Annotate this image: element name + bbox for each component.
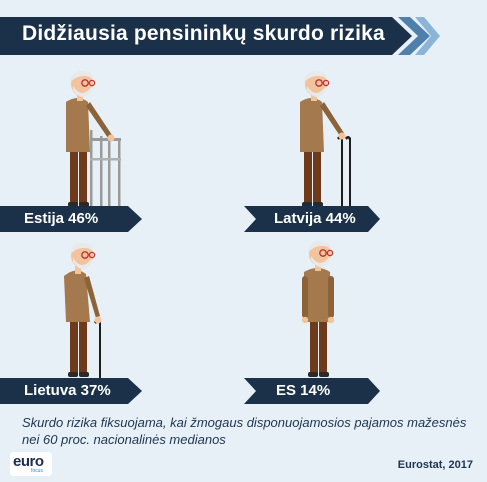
banner-shape — [0, 17, 440, 55]
elderly-person-walker-icon — [66, 70, 121, 210]
label-lietuva: Lietuva 37% — [0, 378, 142, 404]
label-lietuva-text: Lietuva 37% — [24, 382, 111, 399]
eurofocus-logo: euro focus — [10, 452, 52, 476]
source-label: Eurostat, 2017 — [397, 459, 473, 471]
label-es: ES 14% — [244, 378, 380, 404]
elderly-person-two-canes-icon — [300, 70, 351, 210]
title-banner: Didžiausia pensininkų skurdo rizika — [0, 17, 440, 55]
label-estija: Estija 46% — [0, 206, 142, 232]
page-title: Didžiausia pensininkų skurdo rizika — [22, 22, 385, 45]
logo-subtext: focus — [31, 468, 43, 474]
footnote: Skurdo rizika fiksuojama, kai žmogaus di… — [22, 415, 467, 447]
label-estija-text: Estija 46% — [24, 210, 99, 227]
elderly-person-cane-icon — [64, 242, 102, 380]
label-latvija-text: Latvija 44% — [274, 210, 356, 227]
logo-text: euro — [13, 453, 44, 470]
label-latvija: Latvija 44% — [244, 206, 380, 232]
label-es-text: ES 14% — [276, 382, 331, 399]
elderly-person-standing-icon — [301, 240, 335, 377]
